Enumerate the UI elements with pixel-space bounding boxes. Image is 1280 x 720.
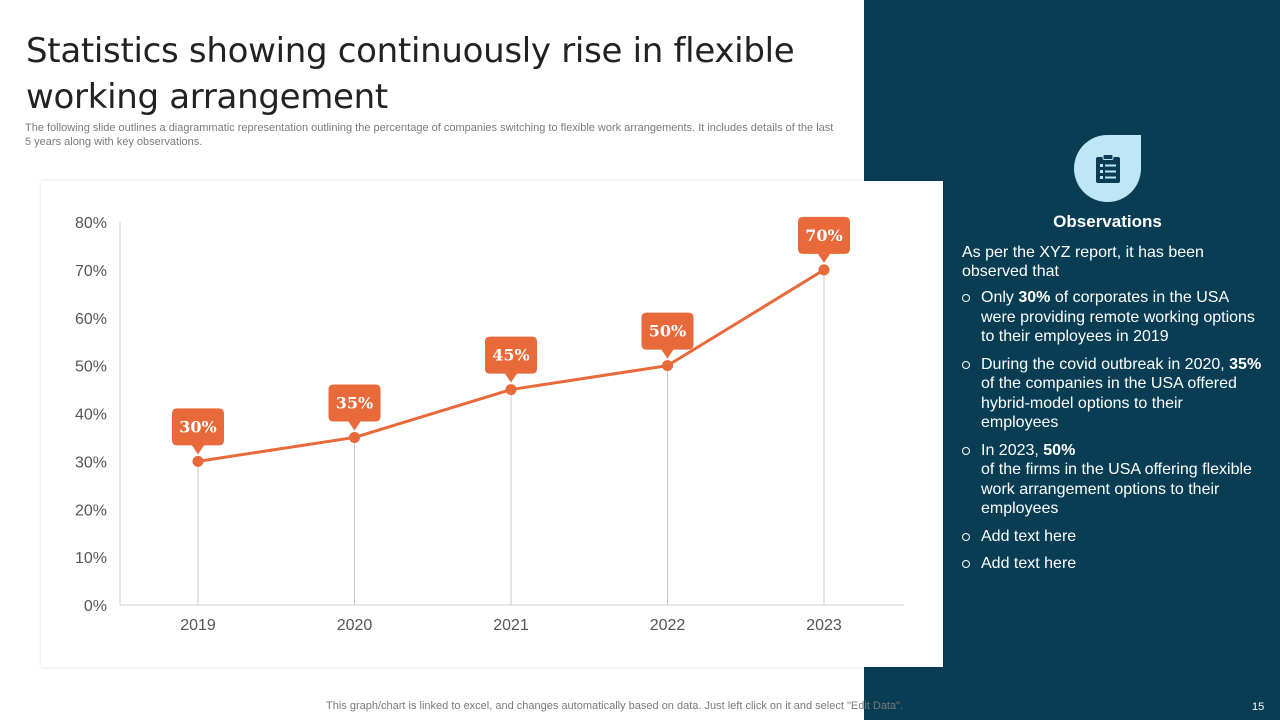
data-point [818,264,830,276]
y-tick-label: 50% [75,359,107,376]
y-tick-label: 60% [75,311,107,328]
data-point [662,360,673,372]
data-label: 45% [492,346,529,365]
data-callout [798,216,850,263]
x-tick-label: 2020 [337,617,373,634]
x-tick-label: 2022 [650,617,686,634]
page-number: 15 [1252,701,1265,713]
data-callout [172,408,224,455]
chart-canvas[interactable]: 0% 10% 20% 30% 40% 50% 60% 70% 80% 2019 2020 2021 20… [41,181,943,667]
observation-item: In 2023, 50% of the firms in the USA off… [962,441,1262,519]
observation-text: Add text here [981,555,1077,572]
observations-badge [1074,135,1141,202]
observations-list: Only 30% of corporates in the USA were p… [962,288,1262,582]
data-label: 30% [179,417,216,436]
data-label: 35% [336,393,373,412]
observation-text: of the firms in the USA offering flexibl… [981,461,1252,517]
y-tick-label: 20% [75,502,107,519]
data-label: 70% [805,226,842,245]
y-tick-label: 10% [75,550,107,567]
observation-text: of the companies in the USA offered hybr… [981,375,1237,431]
observation-item: Add text here [962,554,1262,574]
observation-highlight: 35% [1229,355,1262,373]
observation-text: During the covid outbreak in 2020, [981,355,1230,373]
line-chart[interactable]: 0% 10% 20% 30% 40% 50% 60% 70% 80% 2019 2020 2021 20… [41,181,943,667]
slide-subtitle: The following slide outlines a diagramma… [25,122,834,148]
observation-text: In 2023, [981,441,1044,459]
data-point [349,431,360,443]
observation-item: Only 30% of corporates in the USA were p… [962,288,1262,347]
y-tick-label: 0% [84,598,107,615]
data-callout [485,336,537,383]
x-tick-label: 2021 [493,617,529,634]
data-callout [328,384,381,431]
observation-text: Only [981,289,1019,306]
observation-highlight: 30% [1018,289,1051,306]
footer-note: This graph/chart is linked to excel, and… [326,700,904,712]
data-callout [641,312,694,359]
slide-title: Statistics showing continuously rise in … [26,31,795,117]
y-tick-label: 80% [75,215,107,232]
observations-intro: As per the XYZ report, it has been obser… [962,244,1204,280]
observation-text: Add text here [981,527,1077,545]
data-label: 50% [649,322,686,341]
data-point [192,455,204,467]
data-point [505,384,517,396]
observation-item: During the covid outbreak in 2020, 35% o… [962,355,1262,433]
observation-text: of corporates in the USA were providing … [981,289,1255,345]
x-tick-label: 2023 [806,617,842,634]
observation-highlight: 50% [1043,441,1076,459]
clipboard-list-icon [1095,153,1120,183]
y-tick-label: 40% [75,407,107,424]
observations-title: Observations [1053,212,1162,231]
observation-item: Add text here [962,527,1262,547]
x-tick-label: 2019 [180,617,216,634]
y-tick-label: 30% [75,454,107,471]
y-tick-label: 70% [75,263,107,280]
